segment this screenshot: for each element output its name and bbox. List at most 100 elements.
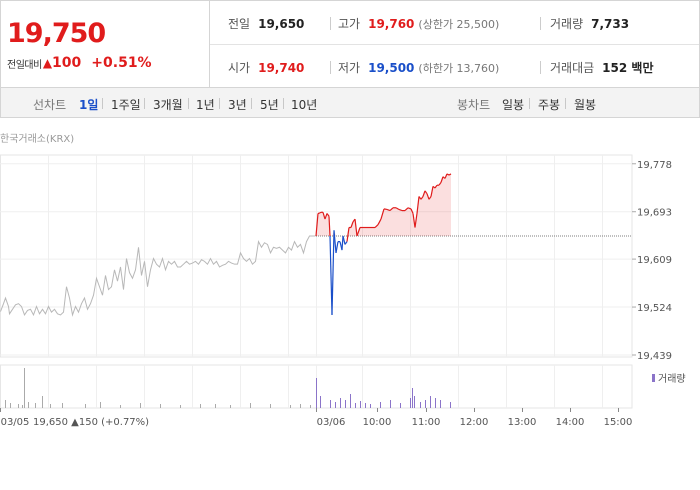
stat-amount: 거래대금 152 백만 (550, 59, 653, 76)
x-tick-label: 15:00 (604, 417, 633, 428)
series-segment-today (404, 207, 409, 212)
series-segment-today (440, 176, 444, 183)
series-segment-today (380, 208, 385, 220)
tab-1y[interactable]: 1년 (196, 98, 215, 112)
series-segment-today (422, 190, 426, 197)
x-tick-label: 11:00 (412, 417, 441, 428)
series-segment-today (386, 208, 391, 212)
divider (330, 17, 331, 30)
change-row: 전일대비 ▲ 100 +0.51% (7, 55, 209, 71)
divider (540, 61, 541, 74)
volume-value: 7,733 (591, 17, 630, 31)
volume-legend-label: 거래량 (658, 373, 686, 385)
high-value: 19,760 (368, 17, 415, 31)
divider (144, 98, 145, 109)
series-segment-today (324, 213, 328, 220)
line-chart-label: 선차트 (33, 98, 67, 112)
candle-chart-label: 봉차트 (457, 98, 491, 112)
up-triangle-icon: ▲ (42, 56, 53, 70)
stat-prev-close: 전일 19,650 (228, 15, 304, 32)
series-segment-today (414, 213, 418, 228)
series-segment-today (420, 196, 424, 200)
y-tick-label: 19,778 (637, 160, 672, 171)
divider (529, 98, 530, 109)
x-tick-label: 03/06 (317, 417, 346, 428)
stat-low: 저가 19,500 (하한가 13,760) (338, 59, 499, 76)
prev-close-value: 19,650 (258, 17, 305, 31)
series-segment-today (346, 227, 350, 242)
volume-label: 거래량 (550, 17, 584, 31)
row-divider (210, 44, 699, 45)
amount-label: 거래대금 (550, 61, 595, 75)
series-segment-today (412, 213, 416, 228)
series-segment-today (354, 218, 358, 237)
divider (330, 61, 331, 74)
tab-10y[interactable]: 10년 (291, 98, 318, 112)
divider (219, 98, 220, 109)
data-source: 한국거래소(KRX) (0, 134, 75, 145)
series-segment-today (395, 207, 400, 210)
stat-open: 시가 19,740 (228, 59, 304, 76)
divider (540, 17, 541, 30)
series-segment-today (344, 241, 348, 245)
chart-tabs: 선차트 1일 1주일 3개월 1년 3년 5년 10년 봉차트 일봉 주봉 월봉 (0, 88, 700, 118)
x-tick-label: 03/05 (1, 417, 30, 428)
y-tick-label: 19,524 (637, 303, 672, 314)
volume-legend-swatch (652, 374, 655, 382)
series-segment-today (315, 213, 319, 237)
high-label: 고가 (338, 17, 361, 31)
stats-grid: 전일 19,650 고가 19,760 (상한가 25,500) 거래량 7,733 시… (210, 1, 699, 87)
series-segment-today (434, 184, 438, 189)
series-segment-today (416, 196, 420, 214)
low-label: 저가 (338, 61, 361, 75)
series-segment-today (333, 230, 337, 253)
change-percent: +0.51% (91, 55, 152, 71)
amount-value: 152 백만 (602, 61, 654, 75)
current-price: 19,750 (7, 18, 106, 49)
change-value: 100 (52, 55, 82, 71)
series-segment-today (383, 208, 388, 211)
series-segment-today (377, 218, 382, 225)
tab-5y[interactable]: 5년 (260, 98, 279, 112)
series-segment-today (398, 208, 403, 212)
series-segment-today (446, 173, 450, 176)
tab-daily[interactable]: 일봉 (502, 98, 525, 112)
x-tick-label: 13:00 (508, 417, 537, 428)
series-segment-today (389, 207, 394, 212)
tab-3m[interactable]: 3개월 (153, 98, 183, 112)
series-segment-today (335, 241, 339, 254)
series-segment-today (328, 216, 331, 237)
tab-3y[interactable]: 3년 (228, 98, 247, 112)
series-segment-today (329, 235, 333, 315)
tab-weekly[interactable]: 주봉 (538, 98, 561, 112)
series-segment-today (448, 173, 452, 176)
series-segment-today (410, 208, 414, 214)
tab-1w[interactable]: 1주일 (111, 98, 141, 112)
y-tick-label: 19,609 (637, 255, 672, 266)
stat-volume: 거래량 7,733 (550, 15, 629, 32)
series-segment-today (326, 213, 330, 217)
series-segment-today (322, 212, 326, 220)
series-segment-today (374, 224, 379, 228)
y-tick-label: 19,439 (637, 351, 672, 362)
divider (188, 98, 189, 109)
series-segment-today (318, 211, 322, 214)
x-tick-label: 10:00 (363, 417, 392, 428)
prev-day-summary: 19,650 ▲150 (+0.77%) (33, 417, 149, 428)
series-segment-today (331, 230, 335, 315)
low-value: 19,500 (368, 61, 415, 75)
tab-monthly[interactable]: 월봉 (574, 98, 597, 112)
series-segment-today (438, 182, 442, 186)
series-segment-today (356, 227, 361, 237)
price-box: 19,750 전일대비 ▲ 100 +0.51% (1, 1, 210, 87)
open-value: 19,740 (258, 61, 305, 75)
series-segment-today (424, 190, 428, 195)
series-segment-today (428, 196, 432, 200)
tab-1d[interactable]: 1일 (79, 98, 99, 112)
series-segment-today (407, 207, 412, 210)
divider (102, 98, 103, 109)
x-tick-label: 12:00 (460, 417, 489, 428)
divider (283, 98, 284, 109)
lower-limit: (하한가 13,760) (418, 62, 500, 75)
